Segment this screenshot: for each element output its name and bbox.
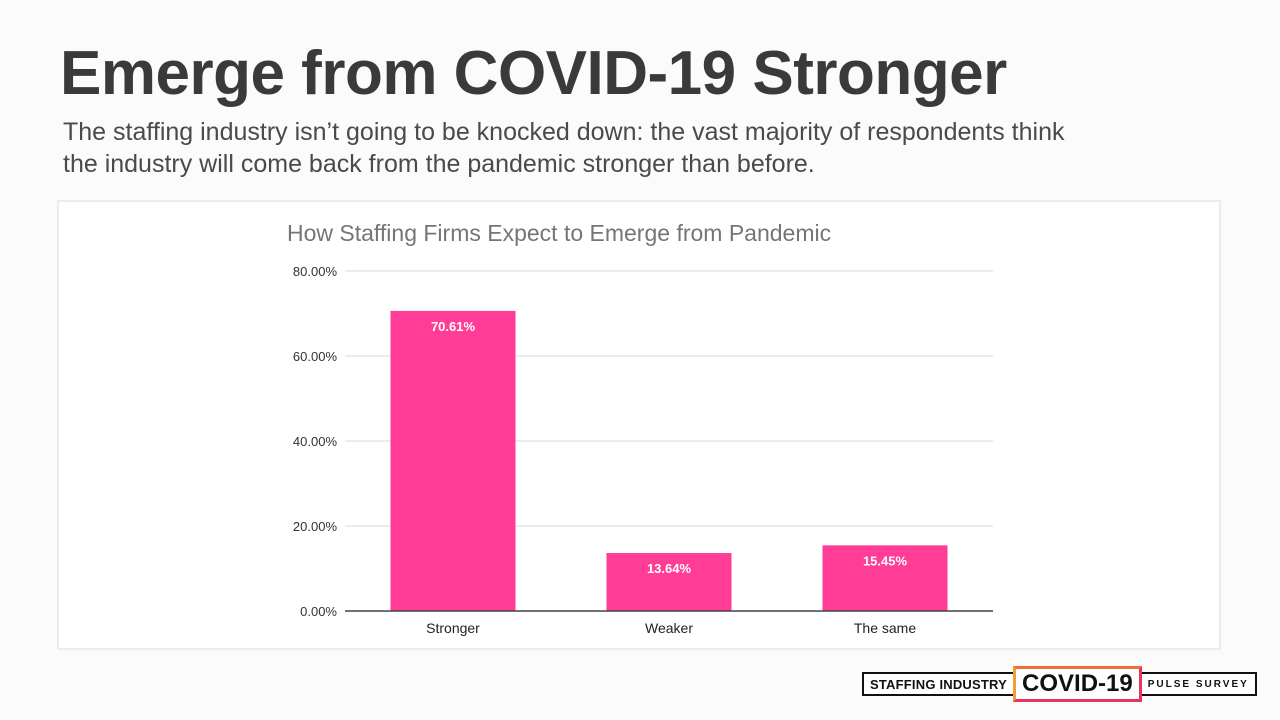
y-tick-label: 40.00% [293,434,338,449]
slide-title: Emerge from COVID-19 Stronger [60,39,1007,108]
y-tick-label: 0.00% [300,604,337,619]
bar [606,553,732,611]
bar [390,310,516,611]
slide-subtitle: The staffing industry isn’t going to be … [63,118,1065,178]
y-tick-label: 20.00% [293,519,338,534]
chart-title: How Staffing Firms Expect to Emerge from… [287,220,831,246]
x-tick-label: Weaker [645,620,693,636]
y-tick-label: 80.00% [293,264,338,279]
badge-covid19: COVID-19 [1013,666,1142,702]
badge-staffing-industry: STAFFING INDUSTRY [862,672,1014,696]
bar-value-label: 13.64% [647,561,692,576]
x-tick-label: Stronger [426,620,480,636]
bar-value-label: 15.45% [863,553,908,568]
y-tick-label: 60.00% [293,349,338,364]
x-tick-label: The same [854,620,916,636]
badge-pulse-survey: PULSE SURVEY [1141,672,1257,696]
bar-value-label: 70.61% [431,319,476,334]
bar [822,545,948,611]
chart-frame: How Staffing Firms Expect to Emerge from… [57,200,1221,650]
bar-chart: How Staffing Firms Expect to Emerge from… [287,220,993,636]
survey-badge: STAFFING INDUSTRY COVID-19 PULSE SURVEY [862,666,1257,702]
